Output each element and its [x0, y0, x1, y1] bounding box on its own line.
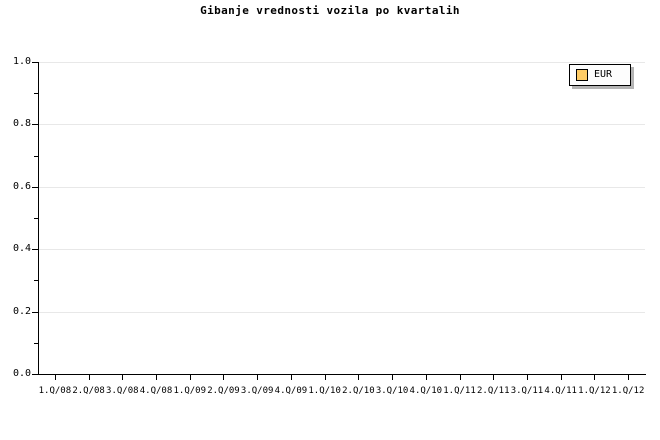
gridline: [38, 311, 645, 313]
y-axis-tick-label: 0.8: [12, 118, 31, 130]
chart-title: Gibanje vrednosti vozila po kvartalih: [200, 4, 460, 17]
x-axis-tick: [392, 375, 393, 380]
y-axis-tick-label: 0.0: [12, 368, 31, 379]
gridline: [38, 186, 645, 188]
x-axis-tick: [190, 375, 191, 380]
y-axis-tick-major: [32, 186, 38, 188]
x-axis-tick-label: 2.Q/11: [476, 386, 510, 396]
x-axis-tick-label: 1.Q/11: [443, 386, 476, 396]
gridline: [38, 249, 645, 251]
x-axis-tick-label: 3.Q/09: [240, 386, 274, 396]
x-axis-tick-label: 4.Q/11: [544, 386, 577, 396]
x-axis-tick: [358, 375, 359, 380]
legend-entry-eur[interactable]: EUR: [570, 65, 630, 85]
y-axis-tick-label: 0.6: [12, 180, 31, 192]
legend-label-eur: EUR: [594, 69, 613, 80]
x-axis-tick: [527, 375, 528, 380]
x-axis-tick-label: 3.Q/10: [375, 386, 409, 396]
y-axis-tick-minor: [34, 280, 38, 282]
x-axis-tick: [325, 375, 326, 380]
x-axis-tick: [426, 375, 427, 380]
x-axis-tick-label: 1.Q/08: [38, 386, 72, 396]
y-axis-tick-major: [32, 374, 38, 375]
gridline: [38, 62, 645, 63]
x-axis-tick: [55, 375, 56, 380]
x-axis-tick: [628, 375, 629, 380]
y-axis-tick-label: 0.2: [12, 305, 31, 317]
x-axis-tick: [561, 375, 562, 380]
y-axis-tick-major: [32, 62, 38, 63]
x-axis-tick-label: 1.Q/09: [173, 386, 207, 396]
x-axis-tick-label: 3.Q/11: [510, 386, 544, 396]
x-axis-tick-label: 4.Q/08: [139, 386, 173, 396]
y-axis-tick-minor: [34, 93, 38, 95]
y-axis-tick-major: [32, 124, 38, 126]
x-axis-tick-label: 1.Q/12: [611, 386, 645, 396]
gridline: [38, 124, 645, 126]
x-axis-tick-label: 4.Q/10: [409, 386, 443, 396]
x-axis-tick: [257, 375, 258, 380]
x-axis-tick-label: 2.Q/10: [342, 386, 375, 396]
x-axis-tick: [122, 375, 123, 380]
x-axis-line: [38, 374, 646, 375]
x-axis-tick-label: 1.Q/10: [308, 386, 341, 396]
chart-legend[interactable]: EUR: [569, 64, 631, 86]
y-axis-line: [38, 62, 39, 375]
legend-color-swatch-icon: [576, 69, 588, 81]
y-axis-tick-minor: [34, 342, 38, 344]
x-axis-tick-label: 2.Q/09: [207, 386, 240, 396]
x-axis-tick-label: 1.Q/12: [578, 386, 611, 396]
x-axis-tick-label: 2.Q/08: [72, 386, 105, 396]
y-axis-tick-minor: [34, 218, 38, 219]
x-axis-tick: [594, 375, 595, 380]
y-axis-tick-label: 0.4: [12, 243, 31, 255]
x-axis-tick: [460, 375, 461, 380]
x-axis-tick: [156, 375, 157, 380]
y-axis-labels: 0.0 0.2 0.4 0.6 0.8 1.0: [0, 0, 31, 440]
x-axis-tick-label: 3.Q/08: [106, 386, 139, 396]
y-axis-tick-major: [32, 249, 38, 251]
x-axis-tick: [291, 375, 292, 380]
x-axis-tick: [89, 375, 90, 380]
y-axis-tick-minor: [34, 155, 38, 157]
x-axis-tick: [223, 375, 224, 380]
x-axis-tick-label: 4.Q/09: [274, 386, 308, 396]
y-axis-tick-label: 1.0: [12, 56, 31, 67]
x-axis-tick: [493, 375, 494, 380]
y-axis-tick-major: [32, 311, 38, 313]
plot-area: [38, 62, 645, 375]
